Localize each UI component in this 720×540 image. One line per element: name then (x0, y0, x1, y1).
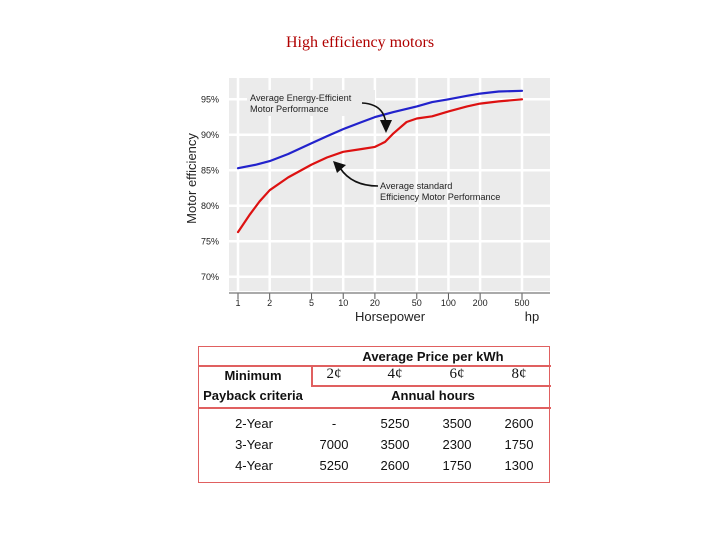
cell-3year-4c: 3500 (380, 437, 410, 452)
cell-3year-8c: 1750 (504, 437, 534, 452)
cell-3year-6c: 2300 (442, 437, 472, 452)
cell-3year-2c: 7000 (319, 437, 349, 452)
row-label-3year: 3-Year (235, 437, 273, 452)
divider-top (199, 365, 551, 367)
cell-4year-8c: 1300 (504, 458, 534, 473)
annotation-bg (247, 90, 375, 116)
arrow-head (380, 120, 392, 133)
y-axis-title: Motor efficiency (184, 133, 199, 224)
y-tick-label: 85% (201, 165, 219, 175)
x-tick-label: 50 (412, 298, 422, 308)
series-line-0 (236, 89, 524, 170)
annotation-standard: Efficiency Motor Performance (380, 192, 500, 202)
price-8c: 8¢ (511, 366, 527, 382)
annotation-standard: Average standard (380, 181, 452, 191)
divider-vertical (311, 365, 313, 385)
price-6c: 6¢ (449, 366, 465, 382)
price-4c: 4¢ (387, 366, 403, 382)
x-tick-label: 500 (514, 298, 529, 308)
arrow-head (333, 161, 346, 173)
price-2c: 2¢ (326, 366, 342, 382)
efficiency-chart: 70% 75% 80% 85% 90% 95% 1 2 5 10 20 50 100 200 500 Moto… (184, 78, 550, 324)
slide-title: High efficiency motors (285, 34, 435, 51)
x-axis-unit: hp (525, 309, 539, 324)
cell-4year-2c: 5250 (319, 458, 349, 473)
x-tick-label: 1 (235, 298, 240, 308)
series-line-1 (236, 98, 524, 234)
x-tick-label: 2 (267, 298, 272, 308)
cell-4year-6c: 1750 (442, 458, 472, 473)
row-header-line1: Minimum (224, 368, 282, 383)
hours-header: Annual hours (391, 388, 475, 403)
divider-prices (311, 385, 551, 387)
row-label-4year: 4-Year (235, 458, 273, 473)
chart-series (236, 89, 524, 234)
cell-2year-2c: - (331, 416, 337, 431)
row-header-line2: Payback criteria (203, 388, 303, 403)
cell-4year-4c: 2600 (380, 458, 410, 473)
price-header: Average Price per kWh (362, 349, 504, 364)
cell-2year-4c: 5250 (380, 416, 410, 431)
x-tick-label: 5 (309, 298, 314, 308)
y-tick-label: 90% (201, 130, 219, 140)
cell-2year-6c: 3500 (442, 416, 472, 431)
row-label-2year: 2-Year (235, 416, 273, 431)
x-tick-label: 20 (370, 298, 380, 308)
arrow-line (339, 167, 379, 187)
annotation-energy-efficient: Average Energy-Efficient (250, 93, 352, 103)
x-tick-label: 10 (338, 298, 348, 308)
y-tick-label: 95% (201, 94, 219, 104)
chart-axes: 70% 75% 80% 85% 90% 95% 1 2 5 10 20 50 100 200 500 Moto… (184, 94, 550, 324)
annotation-energy-efficient: Motor Performance (250, 104, 329, 114)
x-tick-label: 200 (473, 298, 488, 308)
x-tick-label: 100 (441, 298, 456, 308)
divider-header (199, 407, 551, 409)
cell-2year-8c: 2600 (504, 416, 534, 431)
y-tick-label: 75% (201, 236, 219, 246)
x-axis-title: Horsepower (355, 309, 426, 324)
payback-table: Average Price per kWh Minimum Payback cr… (198, 346, 551, 483)
y-tick-label: 70% (201, 272, 219, 282)
y-tick-label: 80% (201, 201, 219, 211)
